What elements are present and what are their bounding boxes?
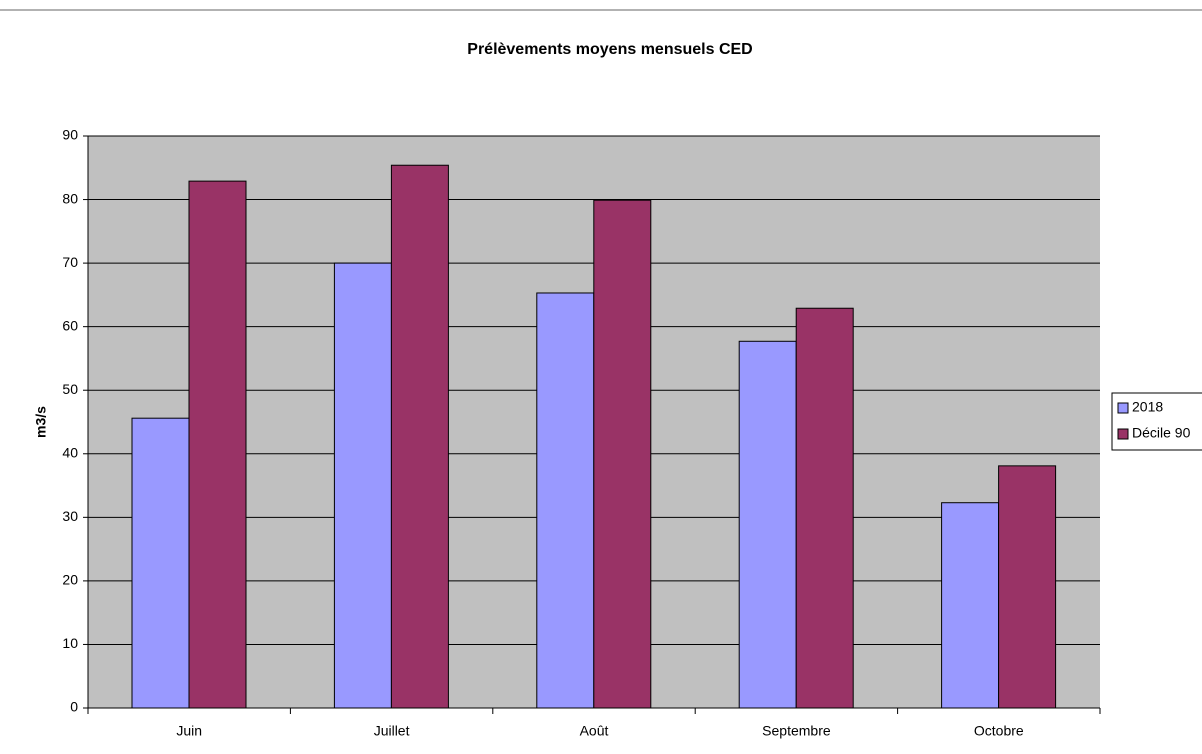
y-tick-label: 50	[62, 381, 78, 397]
bar	[188, 180, 247, 709]
x-tick-label: Juin	[176, 723, 202, 739]
chart-title: Prélèvements moyens mensuels CED	[467, 41, 752, 58]
bar	[738, 340, 797, 709]
y-tick-label: 10	[62, 635, 78, 651]
x-tick-label: Octobre	[974, 723, 1024, 739]
legend-label: 2018	[1132, 399, 1163, 415]
x-tick-label: Juillet	[374, 723, 410, 739]
bar	[390, 164, 449, 709]
bar	[795, 307, 854, 709]
y-tick-label: 20	[62, 572, 78, 588]
x-tick-label: Août	[580, 723, 609, 739]
legend-swatch	[1117, 402, 1129, 414]
bar	[998, 465, 1057, 709]
y-tick-label: 80	[62, 190, 78, 206]
bar	[536, 292, 595, 709]
y-tick-label: 40	[62, 444, 78, 460]
x-tick-label: Septembre	[762, 723, 831, 739]
y-axis-label: m3/s	[33, 406, 49, 438]
legend-swatch	[1117, 428, 1129, 440]
y-tick-label: 70	[62, 254, 78, 270]
y-tick-label: 30	[62, 508, 78, 524]
y-tick-label: 90	[62, 127, 78, 143]
bar	[593, 199, 652, 709]
y-tick-label: 60	[62, 317, 78, 333]
bar	[941, 502, 1000, 709]
y-tick-label: 0	[70, 699, 78, 715]
legend-label: Décile 90	[1132, 425, 1191, 441]
bar	[333, 262, 392, 709]
bar	[131, 417, 190, 709]
